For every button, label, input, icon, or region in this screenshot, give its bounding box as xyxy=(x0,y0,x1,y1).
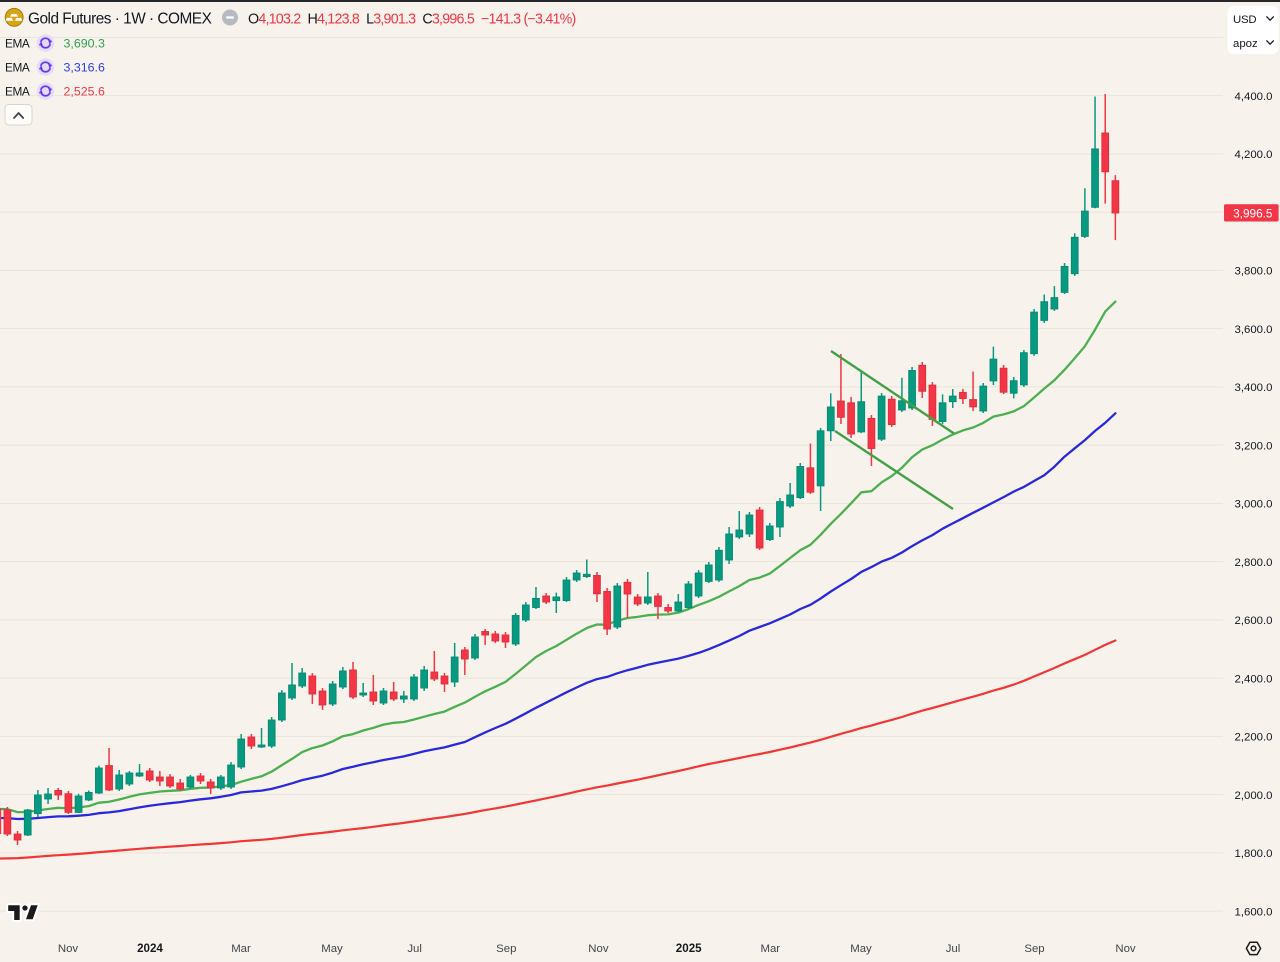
svg-text:May: May xyxy=(321,943,343,955)
svg-text:EMA: EMA xyxy=(5,37,30,51)
svg-text:Gold Futures · 1W · COMEX: Gold Futures · 1W · COMEX xyxy=(28,11,212,28)
svg-text:4,200.0: 4,200.0 xyxy=(1234,149,1272,161)
svg-text:Nov: Nov xyxy=(58,943,79,955)
svg-text:3,400.0: 3,400.0 xyxy=(1234,382,1272,394)
svg-text:EMA: EMA xyxy=(5,61,30,75)
svg-text:Sep: Sep xyxy=(1024,943,1044,955)
svg-text:3,800.0: 3,800.0 xyxy=(1234,266,1272,278)
svg-text:3,000.0: 3,000.0 xyxy=(1234,499,1272,511)
svg-text:3,200.0: 3,200.0 xyxy=(1234,440,1272,452)
svg-text:Jul: Jul xyxy=(407,943,422,955)
svg-text:Mar: Mar xyxy=(231,943,251,955)
svg-text:Jul: Jul xyxy=(946,943,961,955)
svg-text:May: May xyxy=(850,943,872,955)
svg-text:2,000.0: 2,000.0 xyxy=(1234,790,1272,802)
svg-text:1,600.0: 1,600.0 xyxy=(1234,906,1272,918)
svg-text:3,316.6: 3,316.6 xyxy=(64,61,105,75)
svg-text:2,800.0: 2,800.0 xyxy=(1234,557,1272,569)
svg-text:2,525.6: 2,525.6 xyxy=(64,85,105,99)
svg-text:2,400.0: 2,400.0 xyxy=(1234,673,1272,685)
svg-text:2025: 2025 xyxy=(676,942,702,955)
svg-text:3,690.3: 3,690.3 xyxy=(64,37,105,51)
svg-text:O4,103.2H4,123.8L3,901.3C3,996: O4,103.2 H4,123.8 L3,901.3 C3,996.5 −141.3 (… xyxy=(248,12,576,28)
svg-text:apoz: apoz xyxy=(1233,38,1258,50)
svg-text:Nov: Nov xyxy=(588,943,609,955)
svg-text:Sep: Sep xyxy=(496,943,516,955)
svg-text:3,996.5: 3,996.5 xyxy=(1233,206,1273,220)
svg-text:4,400.0: 4,400.0 xyxy=(1234,91,1272,103)
svg-text:2024: 2024 xyxy=(137,942,163,955)
svg-text:3,600.0: 3,600.0 xyxy=(1234,324,1272,336)
svg-text:EMA: EMA xyxy=(5,85,30,99)
svg-text:Nov: Nov xyxy=(1115,943,1136,955)
svg-text:1,800.0: 1,800.0 xyxy=(1234,848,1272,860)
svg-text:2,600.0: 2,600.0 xyxy=(1234,615,1272,627)
svg-text:Mar: Mar xyxy=(760,943,780,955)
svg-text:USD: USD xyxy=(1233,14,1256,26)
svg-text:2,200.0: 2,200.0 xyxy=(1234,732,1272,744)
